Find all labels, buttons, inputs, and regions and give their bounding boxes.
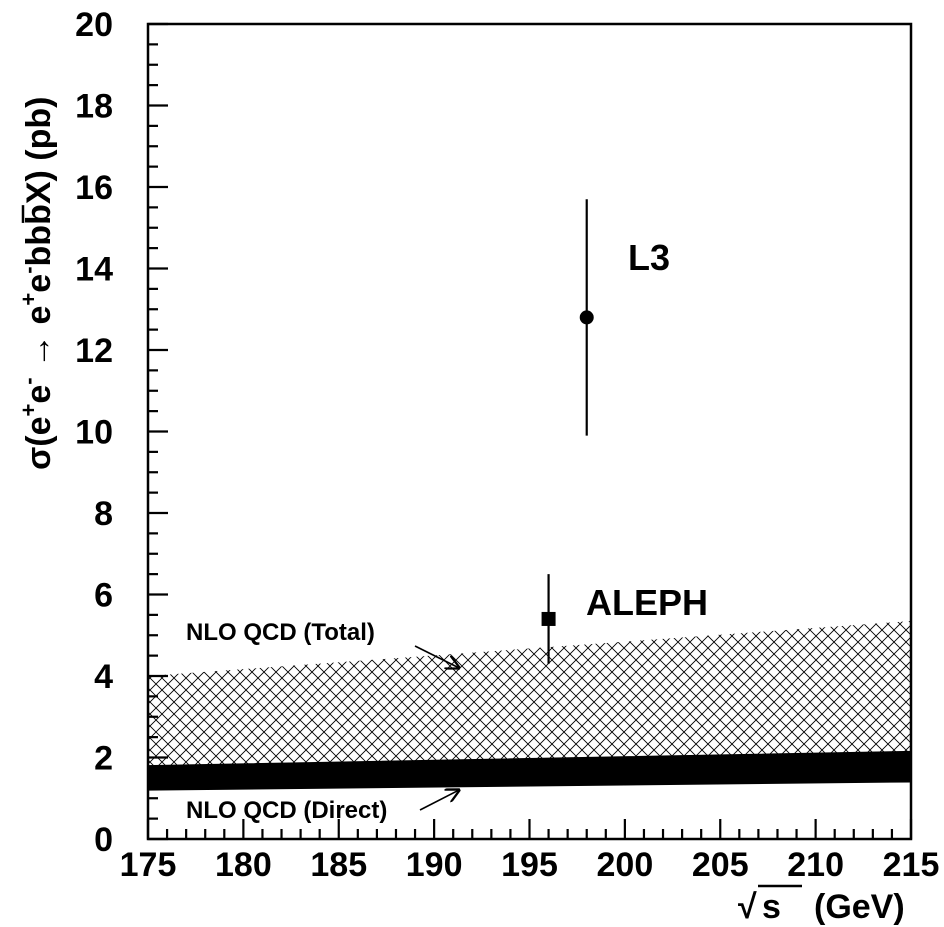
circle-marker (579, 310, 594, 325)
x-tick-label: 185 (310, 846, 367, 884)
y-tick-label: 2 (94, 740, 113, 778)
point-labels: L3 ALEPH (586, 237, 708, 623)
annotation-arrow (419, 790, 459, 811)
point-label-l3: L3 (628, 237, 670, 278)
y-tick-label: 6 (94, 577, 113, 615)
x-tick-label: 200 (597, 846, 654, 884)
x-tick-label: 190 (406, 846, 463, 884)
y-tick-label: 0 (94, 821, 113, 859)
x-tick-label: 195 (501, 846, 558, 884)
y-tick-label: 14 (75, 251, 113, 289)
y-tick-label: 10 (75, 414, 113, 452)
point-label-aleph: ALEPH (586, 582, 708, 623)
y-tick-label: 4 (94, 658, 113, 696)
x-tick-label: 215 (883, 846, 940, 884)
y-tick-label: 20 (75, 6, 113, 44)
x-tick-label: 175 (120, 846, 177, 884)
svg-text:√: √ (738, 888, 757, 926)
square-marker (541, 611, 556, 626)
x-axis-unit: (GeV) (814, 888, 905, 926)
svg-text:σ(e+e- → e+e-bbbX) (pb): σ(e+e- → e+e-bbbX) (pb) (16, 97, 58, 471)
y-tick-label: 8 (94, 495, 113, 533)
y-axis-title: σ(e+e- → e+e-bbbX) (pb) (16, 97, 58, 471)
x-tick-label: 210 (787, 846, 844, 884)
data-point-l3 (579, 199, 594, 436)
y-tick-label: 18 (75, 88, 113, 126)
annotation-arrow (414, 645, 459, 668)
y-axis: 0 2 4 6 8 10 12 14 16 18 20 (75, 6, 168, 859)
x-tick-label: 180 (215, 846, 272, 884)
x-axis: 175 180 185 190 195 200 205 210 215 (120, 819, 940, 884)
y-tick-label: 12 (75, 332, 113, 370)
band-total (148, 620, 911, 766)
annotation-label: NLO QCD (Direct) (186, 797, 387, 824)
band-annotations: NLO QCD (Total) NLO QCD (Direct) (186, 619, 459, 824)
x-axis-var: s (762, 888, 781, 926)
y-tick-label: 16 (75, 169, 113, 207)
x-axis-title: √ s (GeV) (738, 884, 905, 926)
x-tick-label: 205 (692, 846, 749, 884)
data-point-aleph (541, 574, 556, 664)
data-points (541, 199, 594, 664)
annotation-label: NLO QCD (Total) (186, 619, 375, 646)
theory-bands (147, 620, 912, 791)
